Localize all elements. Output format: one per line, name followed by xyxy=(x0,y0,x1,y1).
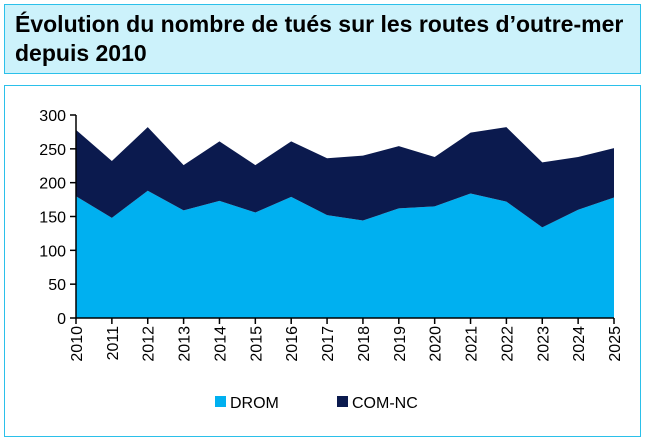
y-tick-label: 300 xyxy=(39,108,66,125)
legend-label-drom: DROM xyxy=(230,395,279,412)
chart-title: Évolution du nombre de tués sur les rout… xyxy=(15,11,624,66)
legend-label-com-nc: COM-NC xyxy=(352,395,418,412)
x-tick-label: 2016 xyxy=(284,326,301,362)
y-tick-labels: 0 50 100 150 200 250 300 xyxy=(39,108,66,328)
y-tick-label: 250 xyxy=(39,142,66,159)
x-tick-label: 2014 xyxy=(212,326,229,362)
x-tick-label: 2018 xyxy=(356,326,373,362)
y-tick-label: 200 xyxy=(39,176,66,193)
x-tick-label: 2019 xyxy=(392,326,409,362)
x-tick-label: 2020 xyxy=(428,326,445,362)
x-tick-label: 2017 xyxy=(320,326,337,362)
legend-swatch-com-nc xyxy=(337,396,348,407)
x-tick-label: 2012 xyxy=(141,326,158,362)
legend: DROM COM-NC xyxy=(215,395,418,412)
area-series-drom xyxy=(76,190,614,318)
title-box: Évolution du nombre de tués sur les rout… xyxy=(4,4,641,74)
y-tick-label: 0 xyxy=(57,311,66,328)
x-tick-labels: 2010 2011 2012 2013 2014 2015 2016 2017 2018 2019… xyxy=(69,326,624,362)
area-series-com-nc xyxy=(76,127,614,228)
x-tick-label: 2022 xyxy=(499,326,516,362)
x-tick-label: 2023 xyxy=(535,326,552,362)
x-tick-label: 2025 xyxy=(607,326,624,362)
y-tick-label: 150 xyxy=(39,210,66,227)
x-tick-label: 2024 xyxy=(571,326,588,362)
y-tick-label: 50 xyxy=(48,277,66,294)
area-layer xyxy=(76,127,614,318)
x-tick-label: 2021 xyxy=(464,326,481,362)
y-tick-label: 100 xyxy=(39,243,66,260)
x-tick-label: 2011 xyxy=(105,326,122,361)
x-tick-label: 2010 xyxy=(69,326,86,362)
legend-swatch-drom xyxy=(215,396,226,407)
x-tick-label: 2013 xyxy=(177,326,194,362)
x-tick-label: 2015 xyxy=(248,326,265,362)
axes-layer xyxy=(70,114,615,324)
